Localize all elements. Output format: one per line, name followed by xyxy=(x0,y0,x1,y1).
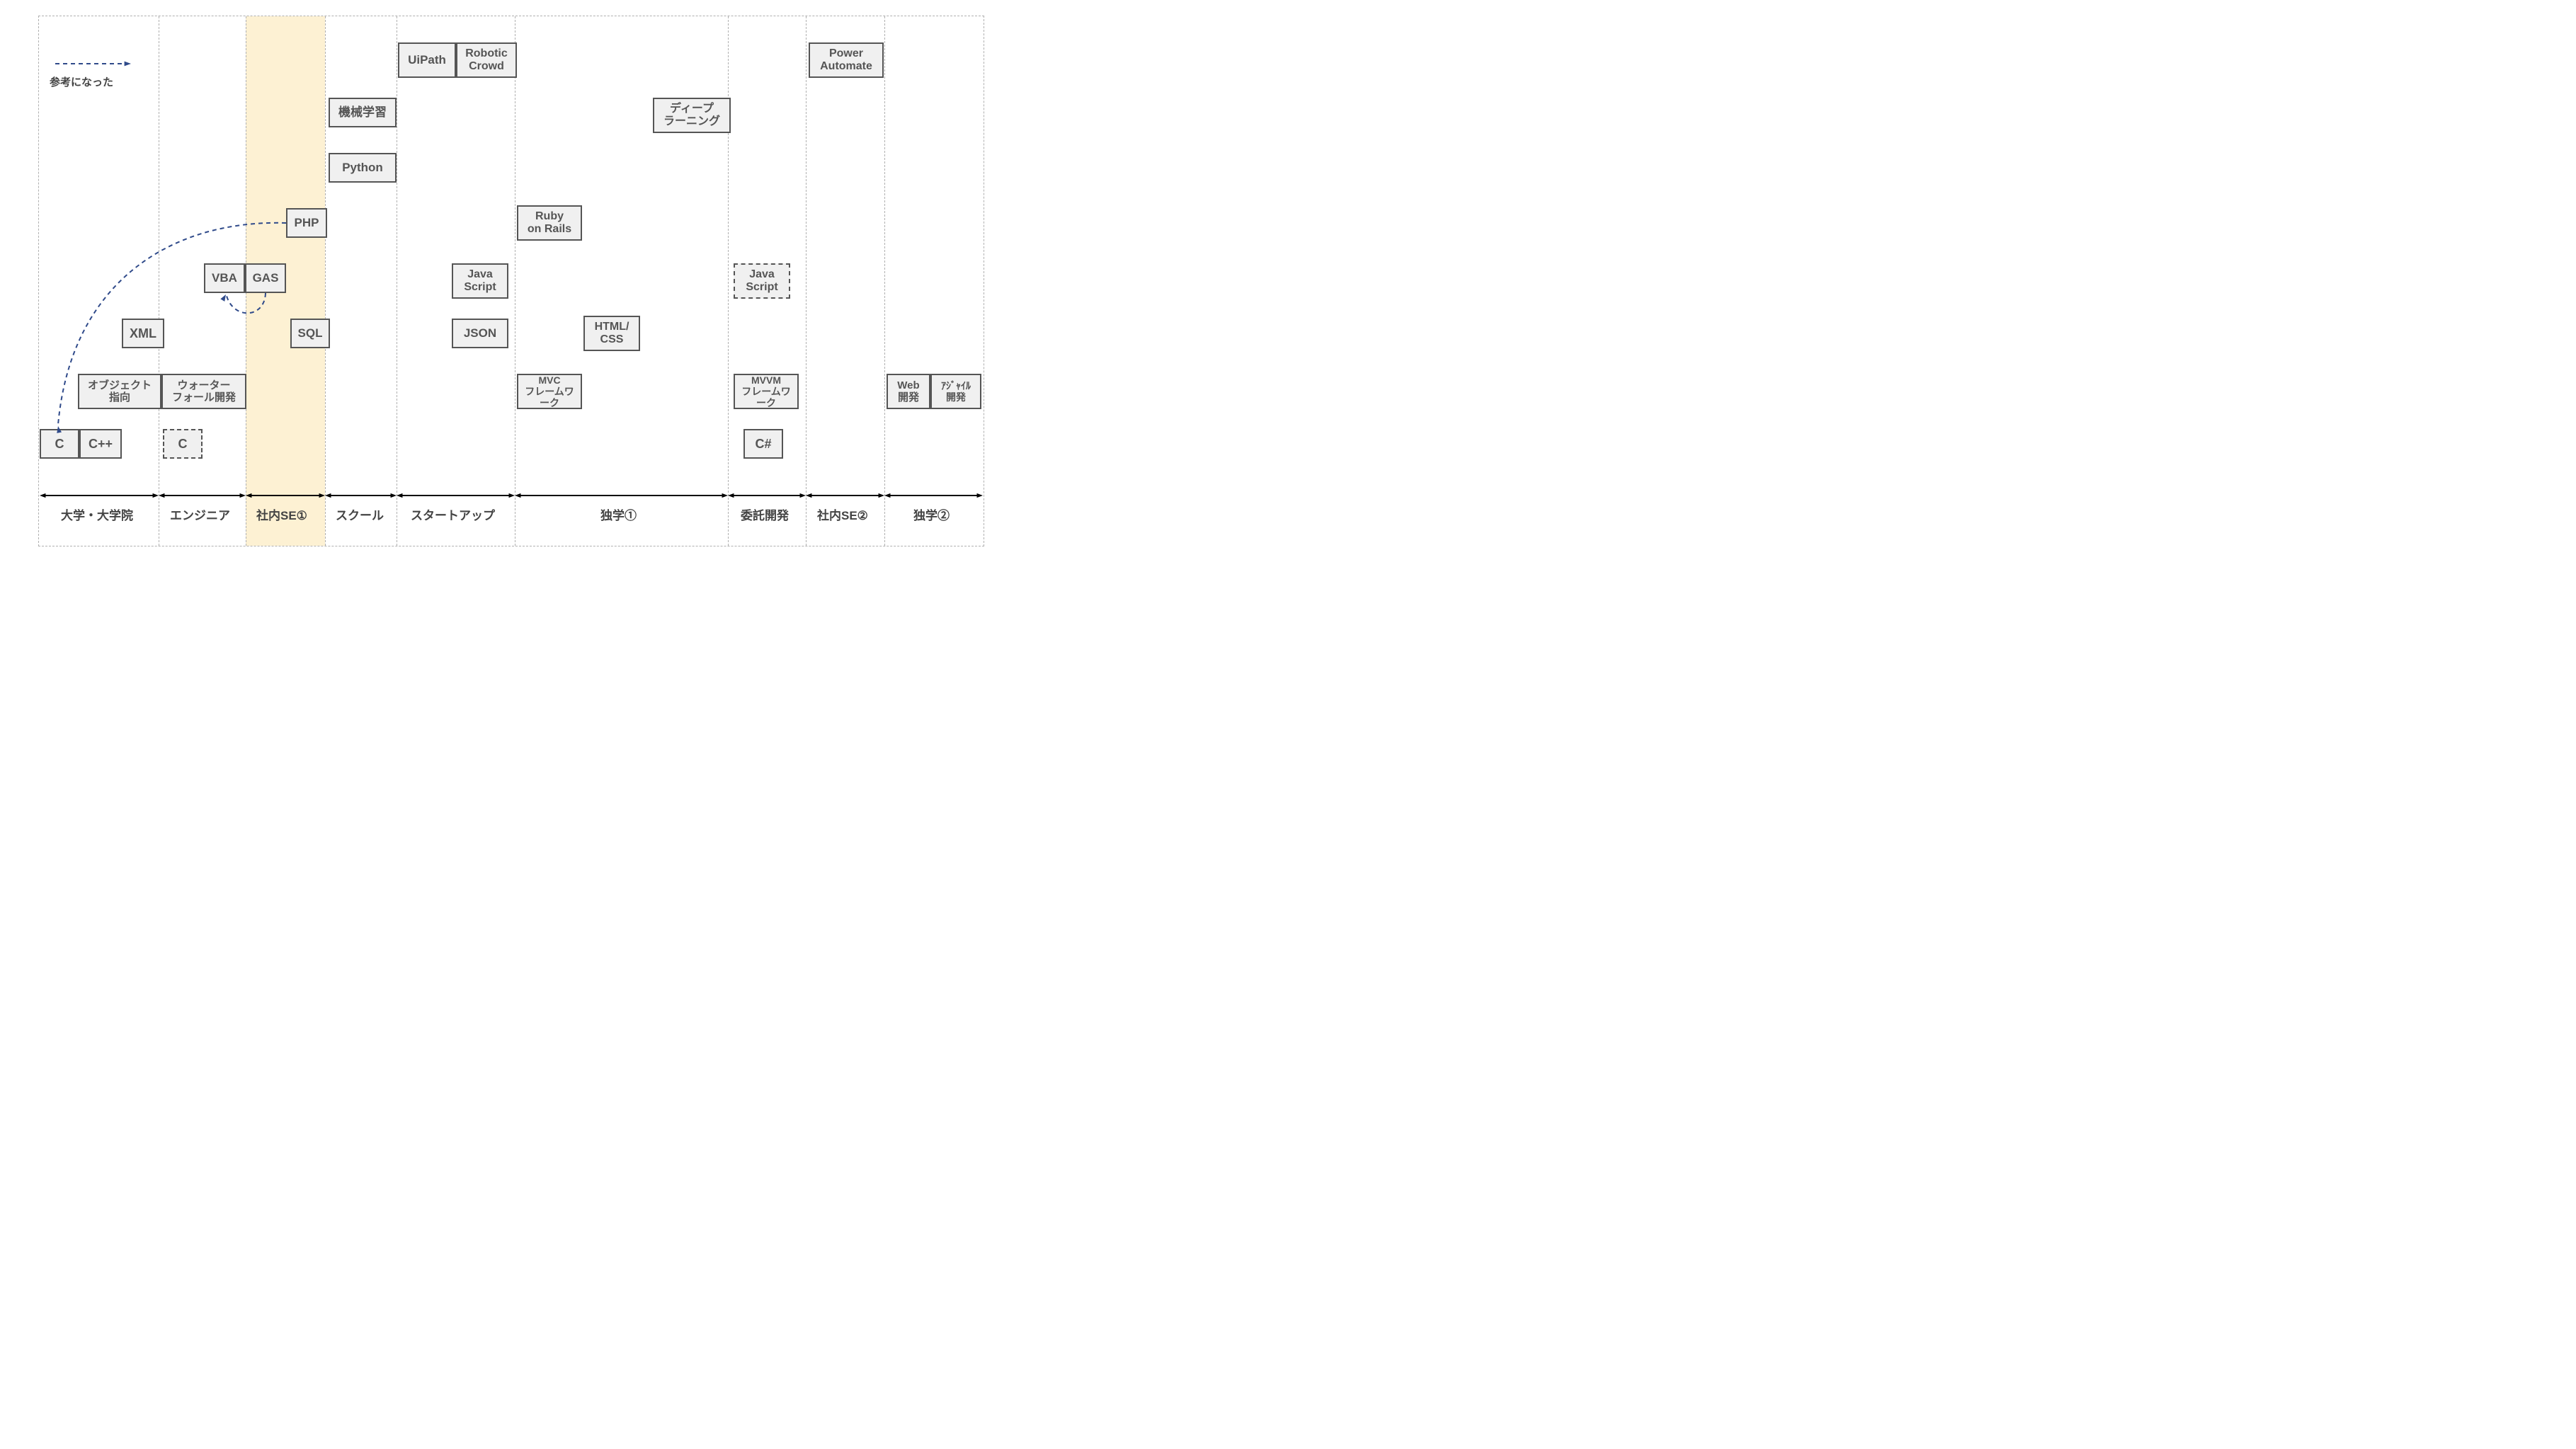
period-divider xyxy=(806,16,807,546)
skill-node-label: SQL xyxy=(298,326,323,340)
skill-node-php: PHP xyxy=(286,208,327,238)
outer-border xyxy=(38,16,984,546)
skill-node-label: オブジェクト 指向 xyxy=(88,379,152,404)
period-label: 委託開発 xyxy=(741,505,789,523)
skill-node-label: UiPath xyxy=(408,53,446,67)
skill-node-c2: C xyxy=(163,429,203,459)
skill-node-js: Java Script xyxy=(452,263,508,299)
skill-node-uipath: UiPath xyxy=(398,42,456,78)
skill-node-label: Python xyxy=(342,161,383,175)
skill-node-waterfall: ウォーター フォール開発 xyxy=(161,374,246,409)
skill-node-label: ウォーター フォール開発 xyxy=(172,379,236,404)
period-label: 大学・大学院 xyxy=(61,505,133,523)
skill-node-label: PHP xyxy=(295,216,319,230)
skill-node-vba: VBA xyxy=(204,263,245,293)
legend-label: 参考になった xyxy=(50,74,113,89)
skill-node-label: GAS xyxy=(253,271,279,285)
period-divider xyxy=(728,16,729,546)
skill-node-cpp: C++ xyxy=(79,429,122,459)
skill-node-ror: Ruby on Rails xyxy=(517,205,582,241)
skill-node-gas: GAS xyxy=(245,263,286,293)
skill-node-json: JSON xyxy=(452,319,508,348)
skill-node-agile: ｱｼﾞｬｲﾙ 開発 xyxy=(930,374,981,409)
skill-node-web: Web 開発 xyxy=(887,374,930,409)
skill-node-label: MVVM フレームワーク xyxy=(738,374,794,408)
period-label: エンジニア xyxy=(170,505,230,523)
skill-node-label: 機械学習 xyxy=(338,105,387,120)
skill-node-label: C xyxy=(55,437,64,452)
skill-node-c: C xyxy=(40,429,79,459)
skill-node-label: HTML/ CSS xyxy=(595,321,629,347)
period-label: 社内SE② xyxy=(817,505,868,523)
skill-node-label: ディープ ラーニング xyxy=(663,103,720,129)
skill-node-ml: 機械学習 xyxy=(329,98,397,127)
skill-node-label: Robotic Crowd xyxy=(465,47,508,74)
skill-node-label: ｱｼﾞｬｲﾙ 開発 xyxy=(941,380,971,403)
skill-node-label: JSON xyxy=(464,326,496,340)
period-label: 社内SE① xyxy=(256,505,307,523)
skill-node-label: Ruby on Rails xyxy=(528,210,571,236)
skill-node-htmlcss: HTML/ CSS xyxy=(583,316,640,351)
skill-node-oop: オブジェクト 指向 xyxy=(78,374,161,409)
diagram-canvas: C C++ オブジェクト 指向ウォーター フォール開発 XML C VBA GAS PHP SQ… xyxy=(0,0,1020,573)
period-divider xyxy=(325,16,326,546)
skill-node-label: Java Script xyxy=(464,268,496,294)
skill-node-csharp: C# xyxy=(743,429,783,459)
period-divider xyxy=(884,16,885,546)
skill-node-label: C xyxy=(178,437,188,452)
skill-node-mvvm: MVVM フレームワーク xyxy=(734,374,799,409)
skill-node-python: Python xyxy=(329,153,397,183)
skill-node-label: VBA xyxy=(212,271,237,285)
skill-node-label: C# xyxy=(755,437,771,452)
skill-node-dl: ディープ ラーニング xyxy=(653,98,731,133)
skill-node-label: C++ xyxy=(89,437,113,452)
skill-node-label: MVC フレームワーク xyxy=(521,374,578,408)
skill-node-mvc: MVC フレームワーク xyxy=(517,374,582,409)
period-label: スクール xyxy=(336,505,384,523)
skill-node-robotic: Robotic Crowd xyxy=(456,42,517,78)
skill-node-label: Power Automate xyxy=(820,47,872,74)
period-label: 独学② xyxy=(913,505,950,523)
skill-node-label: Java Script xyxy=(746,268,777,294)
period-label: 独学① xyxy=(600,505,637,523)
skill-node-label: XML xyxy=(130,326,156,341)
skill-node-label: Web 開発 xyxy=(897,379,919,404)
skill-node-pa: Power Automate xyxy=(809,42,884,78)
skill-node-js2: Java Script xyxy=(734,263,790,299)
skill-node-xml: XML xyxy=(122,319,164,348)
skill-node-sql: SQL xyxy=(290,319,330,348)
period-label: スタートアップ xyxy=(411,505,495,523)
